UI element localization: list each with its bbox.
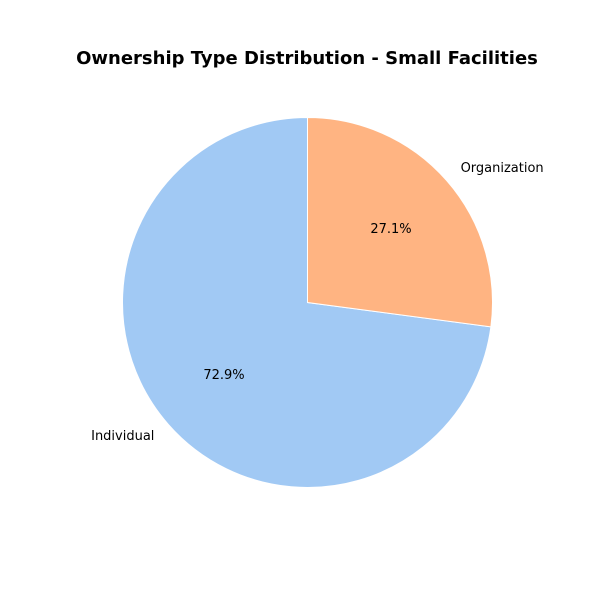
chart-title: Ownership Type Distribution - Small Faci… bbox=[76, 48, 538, 69]
pie-slice-organization bbox=[307, 116, 493, 328]
pie-slice-individual bbox=[122, 116, 492, 488]
slice-label-individual: Individual bbox=[91, 429, 154, 444]
slice-label-organization: Organization bbox=[461, 161, 544, 176]
pie-labels: Individual 72.9% Organization 27.1% bbox=[91, 161, 544, 444]
slice-percent-organization: 27.1% bbox=[370, 222, 411, 237]
pie-slices bbox=[122, 116, 493, 488]
slice-percent-individual: 72.9% bbox=[203, 368, 244, 383]
